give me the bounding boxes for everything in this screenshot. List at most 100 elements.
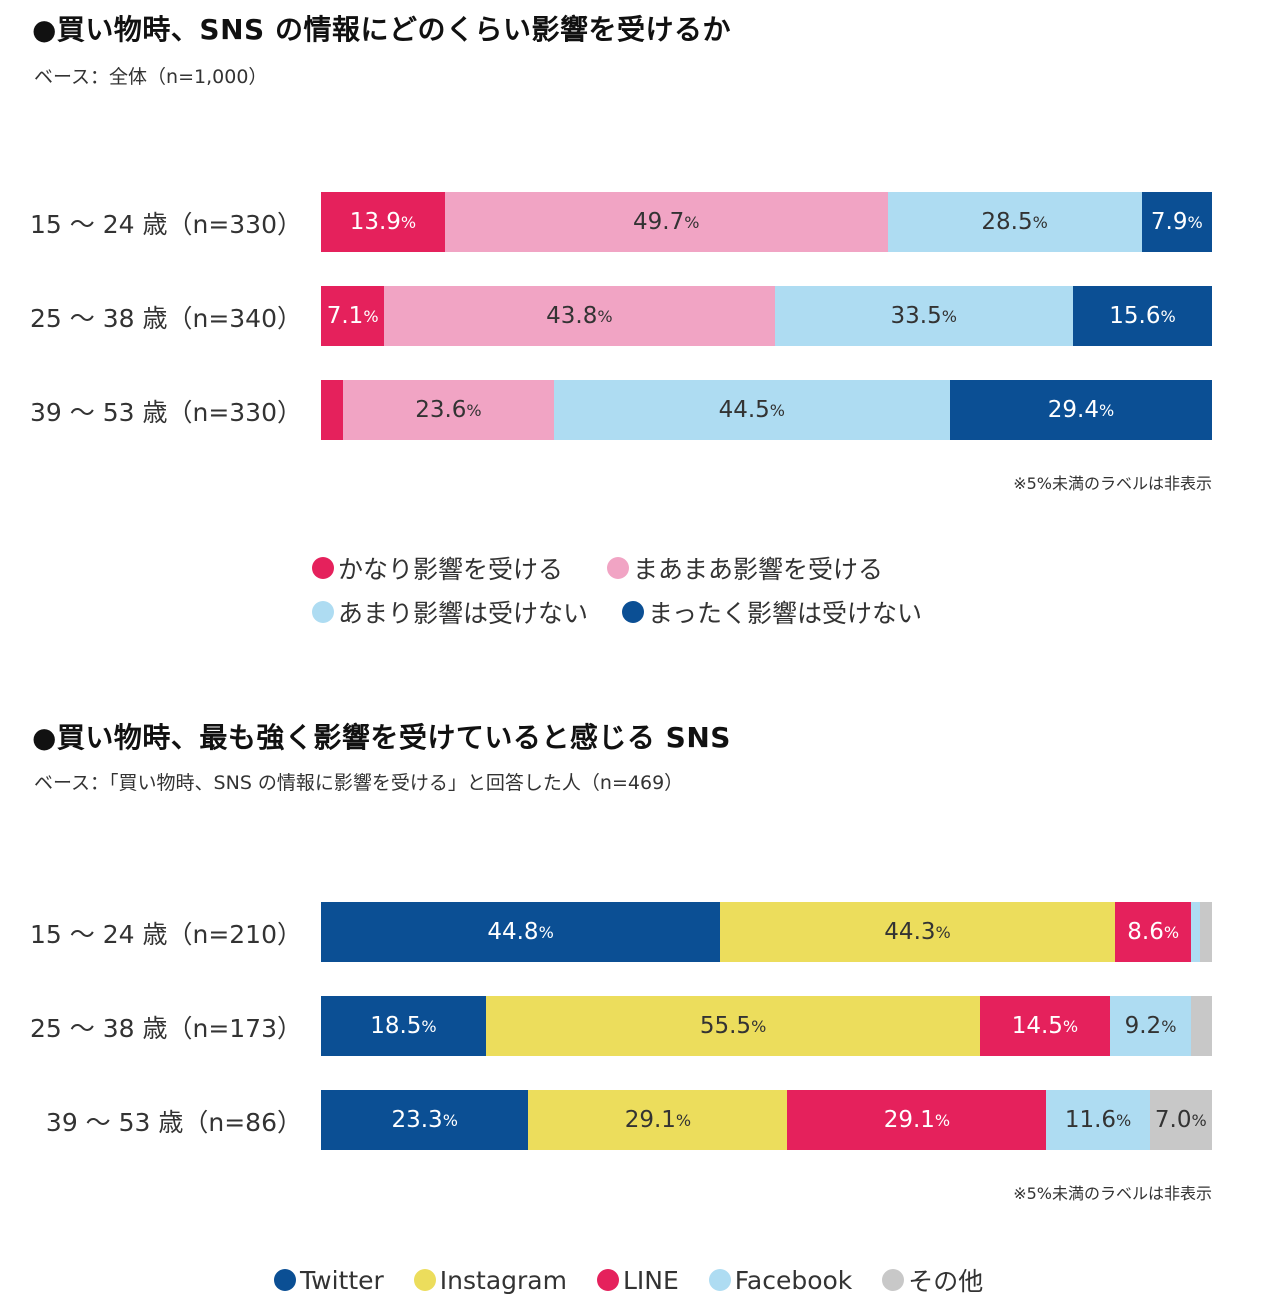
bar-segment: 8.6% (1114, 902, 1192, 962)
legend: Twitter Instagram LINE Facebook その他 (274, 1262, 983, 1298)
segment-unit: % (442, 1110, 458, 1130)
segment-value: 44.8 (487, 919, 539, 945)
bar-segment: 23.3% (321, 1090, 529, 1150)
legend-item: その他 (882, 1262, 983, 1298)
category-label: 39 〜 53 歳（n=330） (30, 398, 302, 427)
legend-item: まあまあ影響を受ける (607, 550, 883, 586)
footnote: ※5%未満のラベルは非表示 (1013, 1184, 1212, 1203)
bar-segment: 14.5% (980, 996, 1110, 1056)
legend-label: あまり影響は受けない (338, 599, 589, 628)
segment-unit: % (1032, 212, 1048, 232)
chart-subtitle: ベース：全体（n=1,000） (34, 66, 268, 88)
segment-value: 28.5 (981, 209, 1033, 235)
segment-value: 29.1 (883, 1107, 935, 1133)
bar-segment: 7.9% (1141, 192, 1212, 252)
legend-dot-icon (312, 557, 334, 579)
segment-value: 23.3 (391, 1107, 443, 1133)
segment-unit: % (421, 1016, 437, 1036)
segment-value: 9.2 (1124, 1013, 1162, 1039)
legend-item: まったく影響は受けない (622, 594, 922, 630)
segment-unit: % (466, 400, 482, 420)
segment-value: 43.8 (546, 303, 598, 329)
segment-unit: % (1099, 400, 1115, 420)
bar-segment: 44.5% (553, 380, 951, 440)
bar-segment: 43.8% (384, 286, 775, 346)
stacked-bar: 23.3% 29.1% 29.1% 11.6% 7.0% (321, 1090, 1212, 1150)
legend-item: LINE (596, 1265, 679, 1295)
legend-item: かなり影響を受ける (312, 550, 563, 586)
legend-item: Instagram (413, 1265, 567, 1295)
segment-value: 7.0 (1154, 1107, 1192, 1133)
segment-value: 55.5 (699, 1013, 752, 1039)
legend-item: Facebook (708, 1266, 852, 1295)
bar-segment: 7.0% (1149, 1090, 1212, 1150)
legend-label: Twitter (300, 1265, 384, 1295)
segment-unit: % (1062, 1016, 1079, 1036)
legend-item: Twitter (274, 1266, 384, 1295)
bar-segment: 29.4% (950, 380, 1212, 440)
segment-unit: % (538, 922, 554, 942)
segment-unit: % (751, 1016, 767, 1036)
category-label: 15 〜 24 歳（n=330） (30, 210, 302, 239)
segment-value: 8.6 (1127, 919, 1164, 945)
footnote: ※5%未満のラベルは非表示 (1013, 474, 1212, 493)
segment-unit: % (1116, 1110, 1132, 1130)
legend-dot-icon (607, 557, 630, 579)
legend-dot-icon (622, 601, 645, 623)
legend-label: LINE (622, 1265, 679, 1295)
legend-dot-icon (882, 1269, 905, 1291)
legend-dot-icon (708, 1269, 731, 1291)
bar-segment: 44.8% (321, 902, 721, 962)
chart-title: ●買い物時、SNS の情報にどのくらい影響を受けるか (32, 13, 731, 46)
bar-segment: 28.5% (887, 192, 1142, 252)
bar-segment (1200, 902, 1212, 962)
segment-unit: % (941, 306, 957, 326)
segment-unit: % (597, 306, 613, 326)
segment-value: 44.5 (718, 397, 770, 423)
bar-segment: 15.6% (1072, 286, 1212, 346)
bar-segment: 49.7% (444, 192, 888, 252)
category-label: 25 〜 38 歳（n=173） (30, 1014, 302, 1043)
bar-segment: 29.1% (528, 1090, 788, 1150)
bar-segment (1191, 902, 1201, 962)
bar-segment: 55.5% (485, 996, 981, 1056)
segment-unit: % (1161, 1016, 1177, 1036)
segment-value: 13.9 (349, 209, 401, 235)
segment-unit: % (1187, 212, 1203, 232)
bar-segment (1191, 996, 1212, 1056)
segment-unit: % (935, 922, 951, 942)
segment-value: 29.1 (624, 1107, 676, 1133)
segment-value: 18.5 (370, 1013, 422, 1039)
bar-segment: 13.9% (321, 192, 445, 252)
segment-value: 11.6 (1064, 1107, 1117, 1133)
segment-unit: % (934, 1110, 951, 1130)
legend-item: あまり影響は受けない (312, 594, 588, 630)
segment-unit: % (1191, 1110, 1207, 1130)
segment-value: 33.5 (890, 303, 942, 329)
legend-label: まったく影響は受けない (648, 599, 923, 628)
segment-unit: % (1163, 922, 1180, 942)
stacked-bar: 7.1% 43.8% 33.5% 15.6% (321, 286, 1212, 346)
bar-segment (321, 380, 344, 440)
category-label: 25 〜 38 歳（n=340） (30, 304, 302, 333)
legend: あまり影響は受けない まったく影響は受けない (312, 594, 922, 630)
segment-value: 29.4 (1047, 397, 1099, 423)
segment-value: 15.6 (1109, 303, 1161, 329)
legend-dot-icon (596, 1269, 619, 1291)
stacked-bar: 18.5% 55.5% 14.5% 9.2% (321, 996, 1212, 1056)
stacked-bar: 44.8% 44.3% 8.6% (321, 902, 1212, 962)
legend-dot-icon (274, 1269, 296, 1291)
bar-segment: 7.1% (321, 286, 385, 346)
segment-unit: % (400, 212, 417, 232)
chart-subtitle: ベース：「買い物時、SNS の情報に影響を受ける」と回答した人（n=469） (34, 772, 684, 794)
segment-unit: % (675, 1110, 692, 1130)
bar-segment: 33.5% (774, 286, 1073, 346)
chart-title: ●買い物時、最も強く影響を受けていると感じる SNS (32, 721, 731, 754)
segment-unit: % (363, 306, 379, 326)
segment-value: 23.6 (415, 397, 467, 423)
category-label: 15 〜 24 歳（n=210） (30, 920, 302, 949)
stacked-bar: 23.6% 44.5% 29.4% (321, 380, 1212, 440)
segment-value: 7.1 (326, 303, 364, 329)
segment-value: 7.9 (1150, 209, 1188, 235)
legend-label: Instagram (439, 1265, 567, 1295)
